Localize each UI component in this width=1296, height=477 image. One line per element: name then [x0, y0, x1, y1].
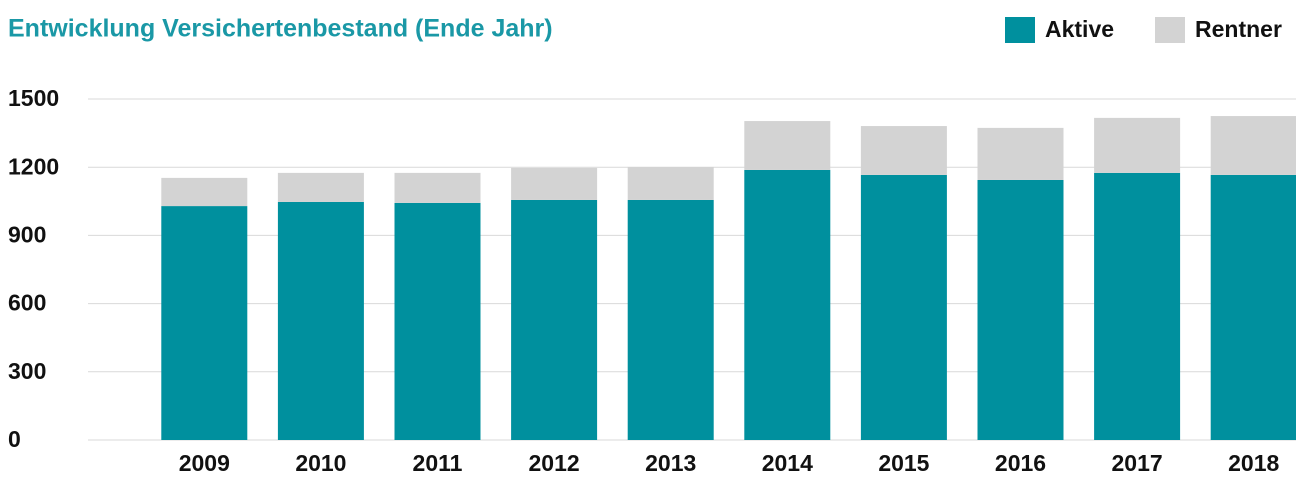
bar-segment: [977, 179, 1064, 440]
x-tick-label: 2012: [529, 450, 580, 476]
legend-label: Aktive: [1045, 16, 1114, 42]
legend-label: Rentner: [1195, 16, 1282, 42]
legend-swatch: [1155, 17, 1185, 43]
bar-segment: [1210, 116, 1296, 175]
bar-segment: [744, 169, 831, 441]
y-tick-label: 300: [8, 358, 46, 384]
bar-segment: [1094, 172, 1181, 440]
bar-segment: [394, 202, 481, 440]
x-tick-label: 2017: [1112, 450, 1163, 476]
x-tick-label: 2013: [645, 450, 696, 476]
x-tick-label: 2015: [878, 450, 929, 476]
bar-segment: [511, 167, 598, 200]
bar-segment: [511, 199, 598, 440]
x-tick-label: 2010: [295, 450, 346, 476]
y-tick-label: 0: [8, 426, 21, 452]
y-tick-label: 600: [8, 290, 46, 316]
x-tick-label: 2009: [179, 450, 230, 476]
y-tick-label: 1200: [8, 153, 59, 179]
bar-segment: [161, 206, 248, 440]
bar-segment: [744, 121, 831, 170]
bar-segment: [277, 201, 364, 440]
x-tick-label: 2011: [413, 450, 463, 476]
bar-segment: [977, 127, 1064, 180]
legend-swatch: [1005, 17, 1035, 43]
bar-segment: [1210, 174, 1296, 441]
bar-segment: [161, 177, 248, 207]
y-tick-label: 1500: [8, 85, 59, 111]
bar-segment: [1094, 117, 1181, 173]
x-tick-label: 2016: [995, 450, 1046, 476]
bar-segment: [394, 172, 481, 203]
bar-segment: [860, 126, 947, 175]
bar-segment: [627, 166, 714, 200]
bar-segment: [627, 199, 714, 440]
bar-segment: [277, 172, 364, 202]
x-tick-label: 2018: [1228, 450, 1279, 476]
chart-title: Entwicklung Versichertenbestand (Ende Ja…: [8, 15, 553, 43]
y-tick-label: 900: [8, 221, 46, 247]
bar-segment: [860, 174, 947, 441]
x-tick-label: 2014: [762, 450, 813, 476]
